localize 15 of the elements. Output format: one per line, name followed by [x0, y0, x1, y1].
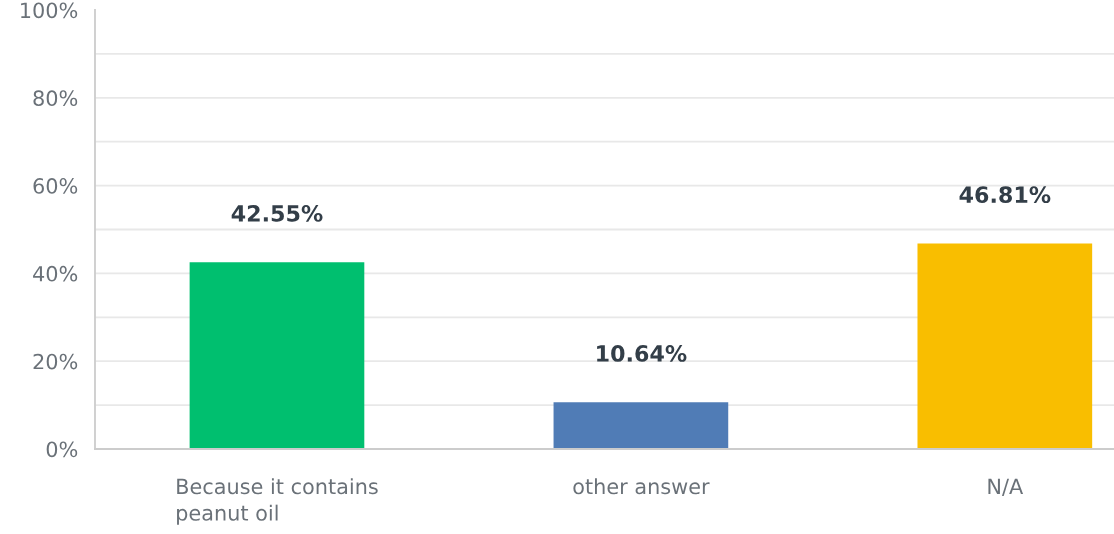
bar — [189, 262, 365, 449]
y-tick-label: 80% — [33, 90, 78, 107]
x-tick-label: N/A — [988, 478, 1024, 496]
y-tick-label: 100% — [21, 2, 78, 19]
data-label: 46.81% — [959, 186, 1051, 204]
bar — [553, 402, 729, 449]
y-tick-label: 0% — [46, 441, 78, 458]
x-tick-label: Because it contains peanut oil — [177, 478, 378, 525]
y-tick-label: 40% — [33, 265, 78, 282]
bar — [917, 243, 1093, 449]
y-tick-label: 20% — [33, 353, 78, 370]
data-label: 42.55% — [231, 204, 323, 222]
y-tick-label: 60% — [33, 178, 78, 194]
x-tick-label: other answer — [573, 478, 710, 495]
data-label: 10.64% — [597, 345, 687, 362]
